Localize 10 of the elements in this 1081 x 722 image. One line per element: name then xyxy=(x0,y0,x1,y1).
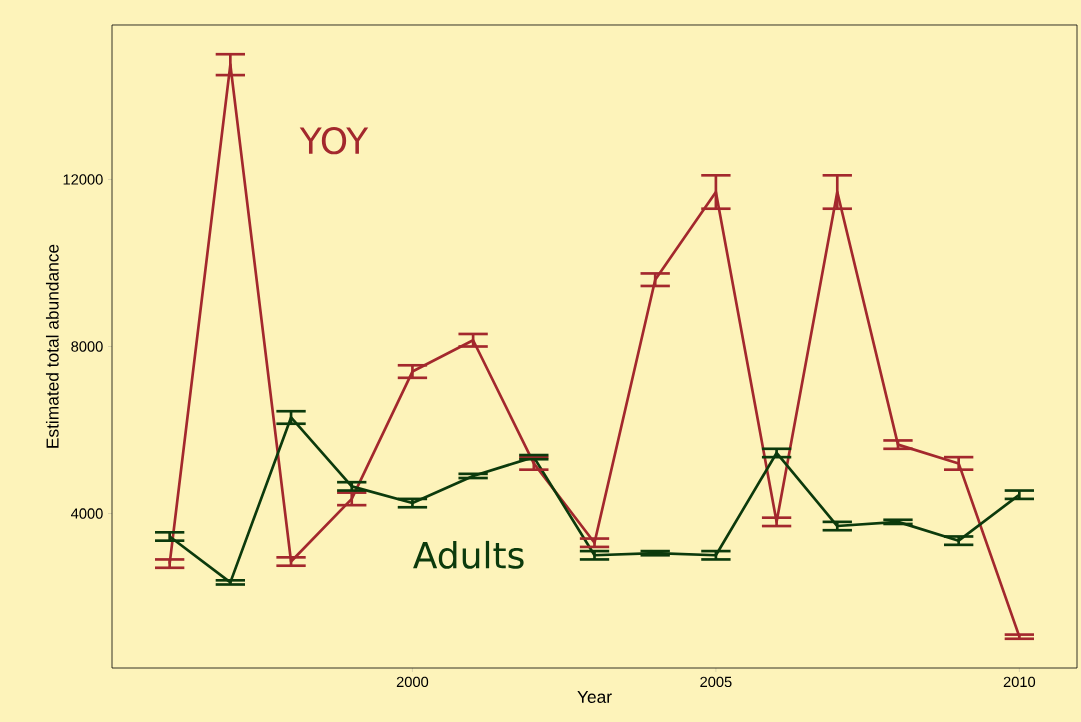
x-axis-title: Year xyxy=(577,690,612,704)
x-tick-label: 2010 xyxy=(1003,676,1036,688)
y-tick-label: 4000 xyxy=(71,508,103,519)
series-label: Adults xyxy=(413,540,524,569)
y-axis-title: Estimated total abundance xyxy=(45,244,59,448)
series-label: YOY xyxy=(299,127,369,155)
y-tick-label: 8000 xyxy=(71,341,103,352)
y-tick-label: 12000 xyxy=(63,174,103,185)
x-tick-label: 2005 xyxy=(700,676,732,688)
x-tick-label: 2000 xyxy=(396,676,429,688)
